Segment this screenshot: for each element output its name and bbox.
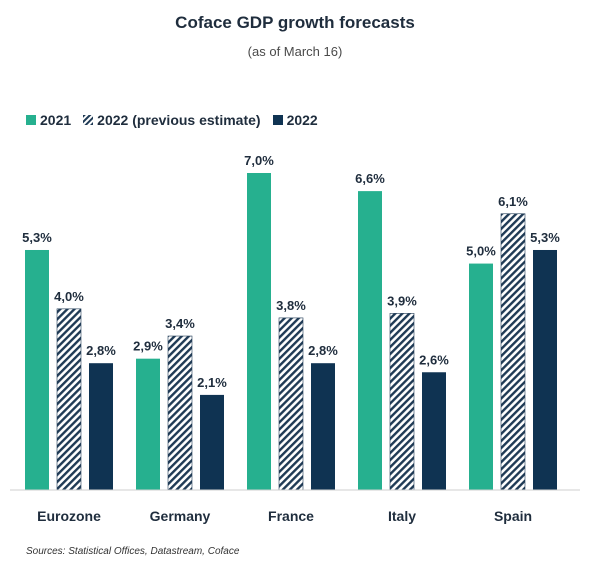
data-label-germany-series-0: 2,9% — [133, 339, 163, 354]
category-label-italy: Italy — [388, 508, 416, 524]
data-label-spain-series-2: 5,3% — [530, 230, 560, 245]
bar-france-series-2 — [311, 363, 335, 490]
data-label-italy-series-2: 2,6% — [419, 352, 449, 367]
bar-germany-series-0 — [136, 358, 160, 490]
bar-france-series-1 — [278, 317, 304, 491]
legend-label-2022: 2022 — [286, 112, 318, 128]
data-label-germany-series-1: 3,4% — [165, 316, 195, 331]
legend-label-2021: 2021 — [40, 112, 72, 128]
data-label-france-series-2: 2,8% — [308, 343, 338, 358]
data-label-france-series-0: 7,0% — [244, 153, 274, 168]
bars-group: 5,3% 4,0% 2,8% 2,9%3,4% 2,1% 7,0% 3,8% 2,8% 6,6%… — [22, 153, 560, 491]
legend-item-2022-previous: 2022 (previous estimate) — [83, 112, 261, 128]
bar-spain-series-0 — [469, 263, 493, 490]
bar-spain-series-2 — [533, 249, 557, 490]
source-note: Sources: Statistical Offices, Datastream… — [26, 546, 240, 557]
bar-france-series-0 — [247, 173, 271, 490]
legend-item-2022: 2022 — [272, 112, 318, 128]
bar-italy-series-2 — [422, 372, 446, 490]
chart-title: Coface GDP growth forecasts — [175, 13, 415, 32]
bar-germany-series-2 — [200, 394, 224, 490]
bar-italy-series-1 — [389, 313, 415, 491]
data-label-eurozone-series-0: 5,3% — [22, 230, 52, 245]
legend-item-2021: 2021 — [26, 112, 71, 128]
category-label-germany: Germany — [150, 508, 211, 524]
category-label-spain: Spain — [494, 508, 532, 524]
bar-eurozone-series-1 — [56, 308, 82, 491]
data-label-spain-series-0: 5,0% — [466, 244, 496, 259]
chart-subtitle: (as of March 16) — [247, 44, 343, 59]
bar-germany-series-1 — [167, 335, 193, 491]
data-label-italy-series-0: 6,6% — [355, 171, 385, 186]
bar-eurozone-series-0 — [25, 249, 49, 490]
bar-italy-series-0 — [358, 191, 382, 490]
category-label-france: France — [268, 508, 314, 524]
data-label-italy-series-1: 3,9% — [387, 293, 417, 308]
data-label-eurozone-series-1: 4,0% — [54, 289, 84, 304]
data-label-spain-series-1: 6,1% — [498, 194, 528, 209]
legend-swatch-2021 — [26, 115, 36, 125]
category-label-eurozone: Eurozone — [37, 508, 101, 524]
bar-spain-series-1 — [500, 213, 526, 491]
legend-swatch-2022 — [272, 115, 283, 125]
bar-eurozone-series-2 — [89, 363, 113, 490]
legend-label-2022-previous: 2022 (previous estimate) — [97, 112, 261, 128]
legend: 2021 2022 (previous estimate) 2022 — [26, 112, 330, 128]
category-labels: Eurozone Germany France Italy Spain — [37, 508, 532, 524]
data-label-eurozone-series-2: 2,8% — [86, 343, 116, 358]
data-label-france-series-1: 3,8% — [276, 298, 306, 313]
data-label-germany-series-2: 2,1% — [197, 375, 227, 390]
legend-swatch-2022-previous — [83, 115, 94, 125]
